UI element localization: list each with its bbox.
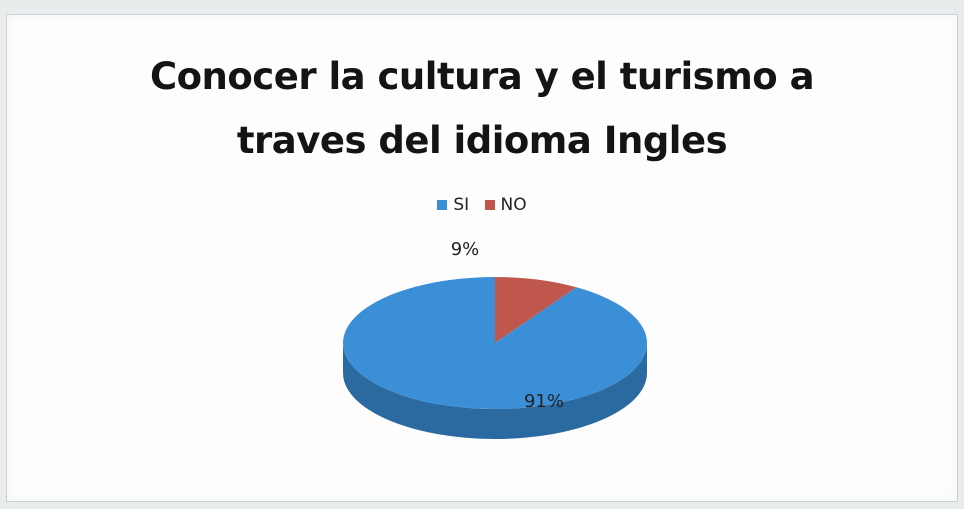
pie-sides — [343, 343, 647, 439]
legend-item-si: SI — [437, 195, 469, 215]
pie-tops — [343, 277, 648, 409]
pie-chart: 91% 9% — [343, 239, 648, 439]
chart-title-line-1: Conocer la cultura y el turismo a — [149, 55, 815, 98]
legend-swatch-si — [437, 200, 448, 210]
data-label-no: 9% — [451, 239, 480, 260]
pie-side-si — [343, 343, 647, 439]
legend-item-no: NO — [484, 195, 527, 215]
chart-frame: Conocer la cultura y el turismo a traves… — [6, 14, 958, 502]
legend-swatch-no — [484, 200, 495, 210]
legend-label-si: SI — [453, 195, 470, 215]
pie-slice-si — [343, 277, 648, 409]
pie-slice-no — [495, 277, 577, 343]
pie-data-labels: 91% 9% — [451, 239, 564, 412]
chart-legend: SI NO — [7, 195, 957, 215]
legend-label-no: NO — [500, 195, 527, 215]
chart-title-line-2: traves del idioma Ingles — [236, 119, 728, 162]
data-label-si: 91% — [524, 391, 564, 412]
